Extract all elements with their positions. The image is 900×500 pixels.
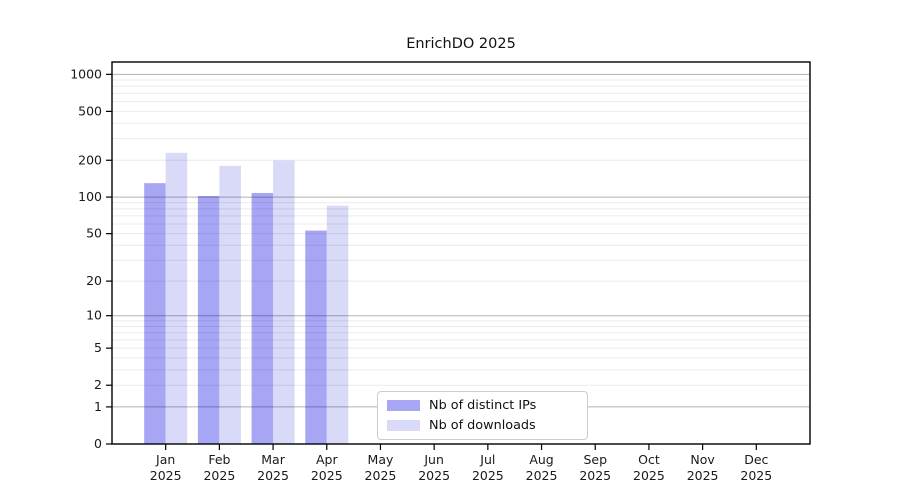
bar-distinct-ips-jan [144,183,166,444]
x-tick-label: Jan 2025 [150,452,182,483]
y-tick-label: 200 [78,152,102,167]
chart-legend: Nb of distinct IPs Nb of downloads [377,391,588,440]
x-tick-label: Feb 2025 [203,452,235,483]
bar-downloads-mar [273,160,295,445]
x-tick-label: Dec 2025 [740,452,772,483]
x-tick-label: Nov 2025 [687,452,719,483]
x-tick-label: Aug 2025 [526,452,558,483]
bar-distinct-ips-apr [305,230,327,444]
x-tick-label: Apr 2025 [311,452,343,483]
y-tick-label: 10 [86,308,102,323]
x-tick-label: May 2025 [365,452,397,483]
y-tick-label: 500 [78,103,102,118]
x-tick-label: Jun 2025 [418,452,450,483]
y-tick-label: 1000 [70,66,102,81]
legend-item-downloads: Nb of downloads [387,418,579,433]
y-tick-label: 5 [94,340,102,355]
y-tick-label: 100 [78,189,102,204]
legend-swatch-downloads [387,420,420,431]
bar-downloads-apr [326,205,349,444]
y-tick-label: 1 [94,399,102,414]
bar-downloads-feb [219,165,241,444]
chart-title: EnrichDO 2025 [406,36,516,52]
legend-item-distinct-ips: Nb of distinct IPs [387,398,579,413]
bar-downloads-jan [165,152,188,444]
bar-distinct-ips-feb [197,196,220,444]
y-tick-label: 20 [86,273,102,288]
x-tick-label: Jul 2025 [472,452,504,483]
x-tick-label: Mar 2025 [257,452,289,483]
x-tick-label: Oct 2025 [633,452,665,483]
y-tick-label: 0 [94,436,102,451]
legend-swatch-distinct-ips [387,400,420,411]
bar-distinct-ips-mar [251,192,274,444]
plot-border [111,61,811,445]
x-tick-label: Sep 2025 [579,452,611,483]
legend-label-distinct-ips: Nb of distinct IPs [429,398,537,413]
legend-label-downloads: Nb of downloads [429,418,536,433]
y-tick-label: 50 [86,226,102,241]
y-tick-label: 2 [94,377,102,392]
